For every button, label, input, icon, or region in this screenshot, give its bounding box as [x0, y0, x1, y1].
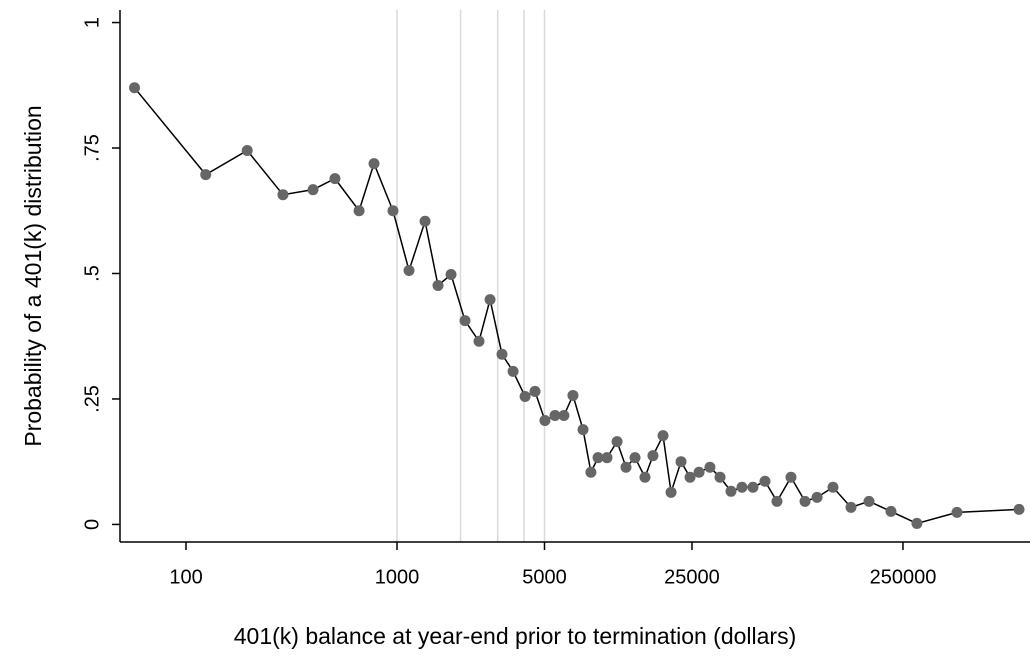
data-point [567, 389, 579, 401]
y-tick-label: .75 [81, 134, 103, 162]
data-point [629, 452, 641, 464]
x-tick-label: 5000 [522, 566, 567, 588]
data-point [639, 471, 651, 483]
data-point [675, 456, 687, 468]
data-point [353, 205, 365, 217]
data-point [951, 506, 963, 518]
data-point [445, 268, 457, 280]
data-point [725, 485, 737, 497]
data-point [657, 430, 669, 442]
data-point [403, 264, 415, 276]
data-point [1013, 503, 1025, 515]
data-point [799, 495, 811, 507]
data-point [684, 471, 696, 483]
data-point [845, 501, 857, 513]
data-point [620, 461, 632, 473]
data-point [484, 294, 496, 306]
data-point [368, 158, 380, 170]
data-point [601, 452, 613, 464]
data-point [911, 517, 923, 529]
data-point [473, 335, 485, 347]
data-point [129, 82, 141, 94]
data-point [747, 481, 759, 493]
data-point [759, 475, 771, 487]
data-point [714, 471, 726, 483]
y-tick-label: 1 [81, 17, 103, 28]
data-point [307, 184, 319, 196]
data-point [277, 189, 289, 201]
data-point [811, 491, 823, 503]
x-tick-label: 1000 [375, 566, 420, 588]
data-point [432, 280, 444, 292]
x-tick-label: 100 [169, 566, 202, 588]
data-point [329, 173, 341, 185]
data-point [496, 348, 508, 360]
data-point [585, 466, 597, 478]
data-point [885, 505, 897, 517]
data-point [529, 385, 541, 397]
y-axis-label: Probability of a 401(k) distribution [20, 105, 46, 446]
x-tick-label: 250000 [870, 566, 937, 588]
y-tick-label: .25 [81, 385, 103, 413]
data-point [507, 365, 519, 377]
data-point [549, 410, 561, 422]
data-point [539, 415, 551, 427]
x-axis-label: 401(k) balance at year-end prior to term… [234, 623, 797, 649]
data-point [558, 410, 570, 422]
data-point [827, 481, 839, 493]
x-tick-label: 25000 [664, 566, 720, 588]
data-point [785, 471, 797, 483]
data-point [387, 205, 399, 217]
data-point [736, 481, 748, 493]
data-point [592, 452, 604, 464]
y-tick-label: .5 [81, 265, 103, 282]
data-point [704, 461, 716, 473]
data-point [693, 466, 705, 478]
y-tick-label: 0 [81, 519, 103, 530]
data-point [200, 169, 212, 181]
data-point [771, 495, 783, 507]
data-point [611, 436, 623, 448]
data-point [459, 315, 471, 327]
data-point [863, 495, 875, 507]
data-point [241, 145, 253, 157]
data-point [577, 424, 589, 436]
data-point [419, 215, 431, 227]
data-point [519, 390, 531, 402]
data-point [647, 450, 659, 462]
data-line [133, 87, 1020, 525]
data-point [665, 486, 677, 498]
